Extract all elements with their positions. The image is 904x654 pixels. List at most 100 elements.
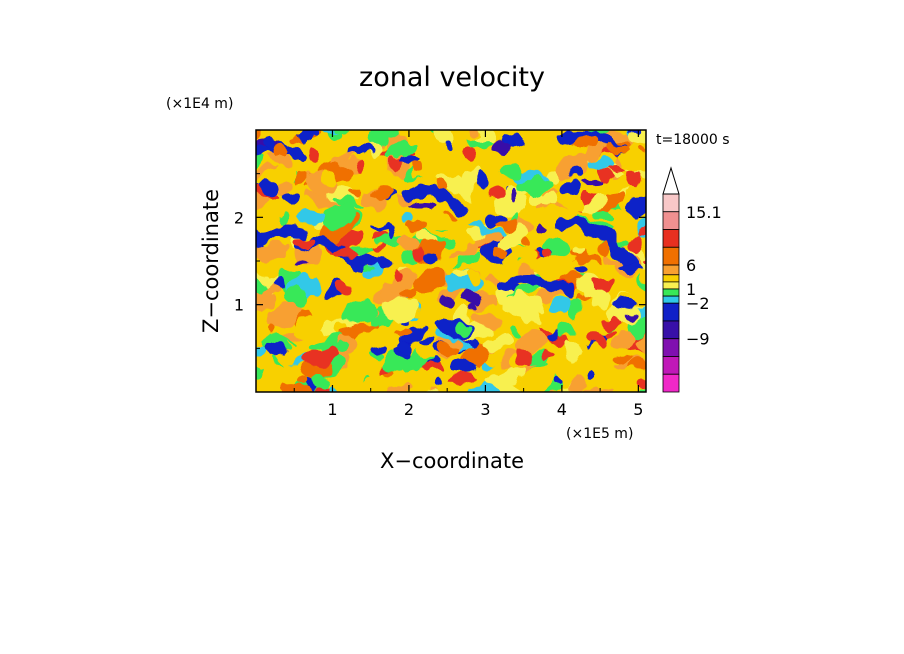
- field-blob: [604, 329, 617, 339]
- field-blob: [522, 142, 557, 153]
- field-blob: [363, 262, 384, 278]
- field-blob: [411, 160, 423, 173]
- colorbar-bin: [662, 274, 680, 283]
- field-blob: [356, 373, 392, 392]
- field-blob: [541, 249, 553, 260]
- field-blob: [417, 342, 436, 359]
- field-blob: [613, 354, 632, 363]
- field-blob: [410, 202, 436, 209]
- field-blob: [296, 198, 318, 212]
- field-blob: [627, 360, 646, 373]
- field-blob: [242, 315, 256, 328]
- field-blob: [452, 373, 474, 382]
- field-blob: [503, 243, 534, 263]
- colorbar-label: −9: [686, 330, 710, 349]
- field-blob: [356, 160, 366, 174]
- field-blob: [461, 290, 483, 305]
- field-blob: [268, 300, 302, 329]
- field-blob: [588, 370, 598, 379]
- field-blob: [590, 158, 612, 172]
- field-blob: [615, 111, 639, 130]
- field-blob: [333, 248, 358, 259]
- field-blob: [478, 361, 496, 370]
- colorbar-arrow: [662, 166, 680, 195]
- field-blob: [435, 177, 447, 191]
- field-blob: [398, 155, 422, 163]
- field-blob: [466, 304, 478, 310]
- field-blob: [262, 341, 287, 356]
- field-blob: [295, 375, 308, 386]
- field-blob: [483, 336, 515, 351]
- field-blob: [624, 313, 639, 319]
- field-blob: [296, 211, 326, 224]
- field-blob: [428, 145, 465, 167]
- y-tick-label: 2: [234, 208, 244, 227]
- field-blob: [612, 331, 636, 351]
- field-blob: [562, 341, 581, 364]
- colorbar-bin: [662, 373, 680, 393]
- field-blob: [600, 316, 622, 330]
- field-blob: [638, 146, 646, 152]
- field-blob: [576, 190, 613, 213]
- field-blob: [574, 136, 598, 149]
- field-blob: [497, 367, 523, 385]
- field-blob: [463, 345, 491, 366]
- field-blob: [628, 231, 642, 256]
- field-blob: [270, 282, 286, 291]
- field-blob: [343, 300, 376, 324]
- field-blob: [508, 329, 524, 337]
- field-blob: [569, 376, 589, 392]
- field-blob: [634, 335, 646, 351]
- field-band: [494, 274, 576, 296]
- field-blob: [484, 378, 524, 392]
- field-blob: [452, 248, 483, 269]
- field-blob: [567, 169, 582, 178]
- field-blob: [389, 156, 401, 173]
- field-blob: [520, 235, 532, 247]
- field-blob: [323, 203, 355, 228]
- x-axis-multiplier: (×1E5 m): [566, 426, 633, 442]
- field-blob: [425, 250, 437, 263]
- field-blob: [292, 236, 316, 248]
- field-blob: [508, 283, 543, 296]
- field-blob: [259, 180, 281, 196]
- field-blob: [518, 178, 554, 195]
- colorbar-bin: [662, 288, 680, 297]
- field-blob: [541, 351, 555, 361]
- field-blob: [555, 325, 574, 337]
- field-blob: [490, 140, 509, 154]
- field-blob: [451, 239, 485, 259]
- field-blob: [395, 329, 412, 337]
- field-blob: [605, 167, 627, 174]
- field-blob: [414, 249, 427, 261]
- y-axis-ticks: 12: [234, 173, 646, 349]
- time-label: t=18000 s: [656, 132, 730, 148]
- field-blob: [256, 387, 283, 392]
- field-blob: [444, 139, 453, 151]
- field-blob: [503, 293, 529, 316]
- field-blob: [588, 332, 608, 346]
- field-blob: [465, 380, 501, 392]
- field-blob: [334, 280, 350, 295]
- field-blob: [256, 351, 272, 371]
- field-blob: [401, 213, 413, 224]
- field-blob: [627, 130, 642, 135]
- field-blob: [256, 323, 258, 331]
- heatmap-field: [242, 111, 646, 392]
- x-tick-label: 1: [327, 400, 337, 419]
- colorbar-bin: [662, 193, 680, 213]
- field-blob: [308, 333, 343, 351]
- field-blob: [405, 221, 429, 230]
- field-blob: [282, 191, 301, 202]
- field-blob: [382, 299, 419, 321]
- field-blob: [421, 335, 438, 344]
- field-blob: [580, 178, 605, 185]
- field-blob: [493, 248, 509, 259]
- field-blob: [385, 224, 395, 238]
- field-blob: [413, 268, 446, 294]
- field-blob: [618, 265, 644, 273]
- colorbar-label: 1: [686, 280, 696, 299]
- field-blob: [563, 195, 582, 212]
- field-blob: [370, 188, 395, 200]
